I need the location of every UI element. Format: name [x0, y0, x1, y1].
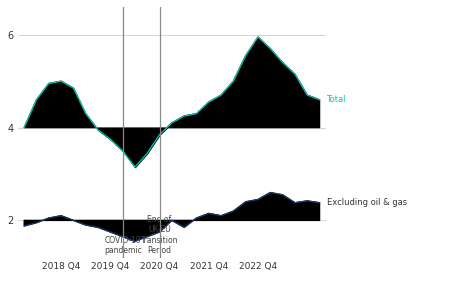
Text: Excluding oil & gas: Excluding oil & gas	[327, 198, 407, 207]
Text: COVID-19
pandemic: COVID-19 pandemic	[104, 236, 142, 255]
Text: End of
UK-EU
Transition
Period: End of UK-EU Transition Period	[141, 215, 178, 255]
Text: Total: Total	[327, 95, 346, 104]
